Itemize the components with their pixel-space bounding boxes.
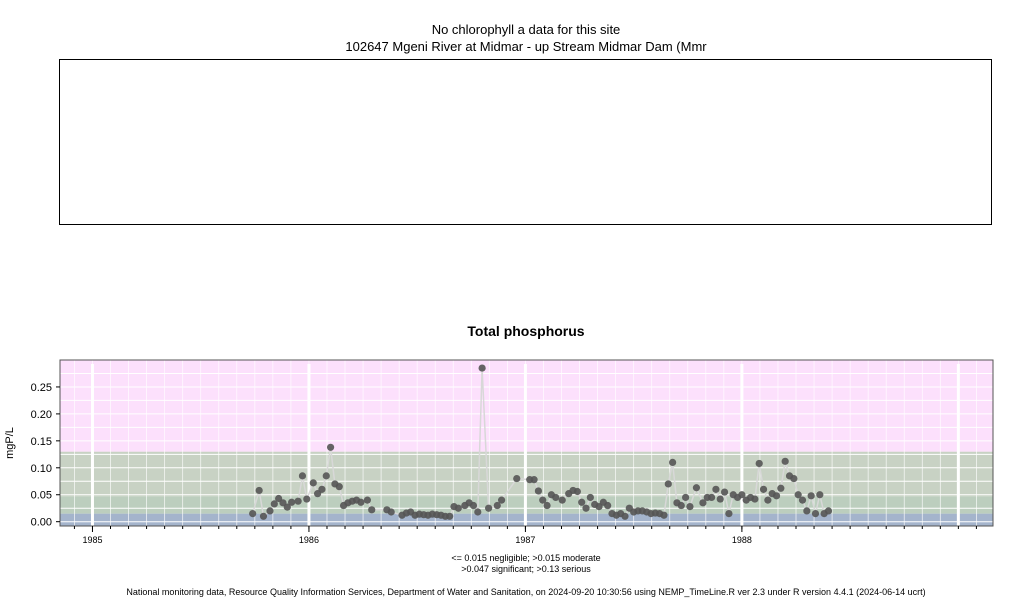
legend-line-2: >0.047 significant; >0.13 serious [461, 564, 591, 574]
major-grid [90, 364, 960, 526]
data-point [807, 492, 815, 500]
y-tick-label: 0.00 [31, 517, 52, 529]
data-point [816, 491, 824, 499]
data-point [582, 504, 590, 512]
data-point [530, 476, 538, 484]
data-point [539, 496, 547, 504]
data-point [298, 472, 307, 480]
data-point [772, 492, 781, 500]
data-point [751, 495, 759, 503]
data-point [660, 511, 668, 519]
y-axis-label: mgP/L [4, 427, 16, 459]
data-point [798, 496, 807, 504]
chlorophyll-empty-panel [59, 59, 992, 225]
data-point [335, 483, 343, 491]
data-point [720, 488, 729, 496]
data-point [357, 498, 365, 506]
legend-line-1: <= 0.015 negligible; >0.015 moderate [451, 553, 601, 563]
data-point [803, 507, 811, 515]
data-point [498, 496, 506, 504]
data-point [738, 491, 746, 499]
data-point [790, 474, 798, 483]
data-point [759, 485, 768, 493]
x-tick-label: 1986 [299, 535, 319, 545]
data-point [573, 487, 581, 496]
site-title: 102647 Mgeni River at Midmar - up Stream… [345, 39, 707, 54]
data-point [552, 493, 560, 502]
data-point [283, 503, 291, 511]
data-point [446, 512, 454, 520]
data-point [249, 510, 257, 518]
data-point [578, 498, 586, 506]
data-point [326, 443, 335, 451]
data-point [493, 501, 501, 510]
data-point [699, 499, 707, 507]
y-tick-label: 0.10 [31, 463, 52, 475]
data-point [764, 496, 772, 504]
y-tick-label: 0.05 [31, 490, 52, 502]
data-point [259, 512, 268, 520]
y-tick-label: 0.20 [31, 409, 52, 421]
data-point [811, 510, 820, 518]
data-point [777, 484, 785, 492]
data-point [288, 498, 296, 506]
data-point [255, 486, 263, 495]
y-axis: 0.00 0.05 0.10 0.15 0.20 0.25 [31, 382, 60, 529]
data-point [707, 493, 716, 502]
data-point [725, 510, 733, 518]
data-point [664, 480, 672, 488]
y-tick-label: 0.15 [31, 436, 52, 448]
x-tick-label: 1988 [732, 535, 752, 545]
footer-credit: National monitoring data, Resource Quali… [126, 587, 926, 597]
data-point [294, 497, 302, 505]
data-point [387, 508, 395, 516]
data-point [682, 493, 690, 502]
data-point [604, 501, 612, 510]
data-point [677, 501, 685, 510]
data-point [621, 512, 629, 520]
data-point [712, 485, 720, 493]
data-point [469, 501, 478, 510]
y-tick-label: 0.25 [31, 382, 52, 394]
x-tick-label: 1985 [82, 535, 102, 545]
data-point [474, 508, 482, 516]
data-point [270, 500, 278, 508]
data-point [454, 504, 462, 512]
plot-frame [59, 359, 994, 527]
data-point [363, 496, 371, 504]
data-point [755, 459, 763, 468]
data-point [558, 496, 566, 504]
series-points [249, 364, 833, 520]
data-point [478, 364, 486, 372]
data-point [318, 485, 326, 493]
data-point [692, 484, 701, 492]
data-point [303, 495, 311, 503]
chart-title: Total phosphorus [467, 323, 585, 339]
x-axis: 1985 1986 1987 1988 [73, 526, 977, 545]
data-point [534, 487, 543, 495]
data-point [669, 458, 677, 467]
data-point [266, 507, 274, 515]
data-point [368, 506, 376, 514]
data-point [716, 495, 724, 503]
data-point [322, 472, 330, 480]
data-point [543, 501, 551, 510]
data-point [686, 502, 694, 511]
data-point [309, 479, 317, 487]
data-point [586, 493, 594, 502]
no-data-title: No chlorophyll a data for this site [431, 22, 621, 37]
data-point [513, 474, 521, 483]
data-point [824, 507, 833, 515]
x-tick-label: 1987 [515, 535, 535, 545]
data-point [485, 504, 493, 512]
data-point [794, 491, 802, 499]
data-point [781, 457, 789, 465]
